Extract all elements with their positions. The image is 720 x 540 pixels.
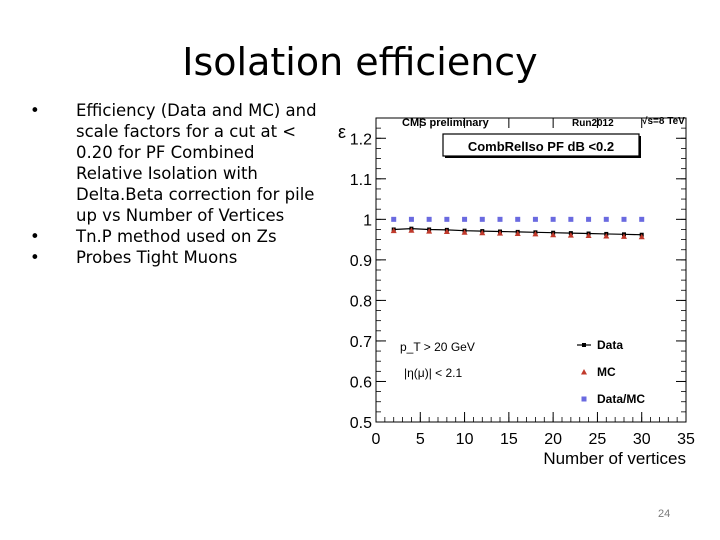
bullet-text: Tn.P method used on Zs xyxy=(76,227,277,246)
header-energy: √s=8 TeV xyxy=(642,116,685,127)
bullet-text: Probes Tight Muons xyxy=(76,248,238,267)
mc-point xyxy=(426,228,433,234)
x-tick-label: 30 xyxy=(633,431,651,448)
ratio-point xyxy=(462,216,468,222)
ratio-point xyxy=(426,216,432,222)
mc-point xyxy=(603,232,610,239)
y-axis-label: ε xyxy=(338,122,346,142)
plot-frame xyxy=(375,117,687,423)
mc-point xyxy=(550,231,557,238)
y-tick-label: 1 xyxy=(363,212,372,229)
bullet-item: • Efficiency (Data and MC) and scale fac… xyxy=(30,100,320,226)
ratio-point xyxy=(444,216,450,222)
x-tick-label: 35 xyxy=(677,431,695,448)
mc-point xyxy=(390,227,397,234)
mc-point xyxy=(514,230,521,237)
bullet-dot-icon: • xyxy=(30,101,40,120)
ratio-point xyxy=(497,216,503,222)
mc-point xyxy=(408,227,415,233)
ratio-point xyxy=(550,216,556,222)
legend-ratio-label: Data/MC xyxy=(597,392,645,406)
y-tick-label: 1.2 xyxy=(350,131,372,148)
x-axis-label: Number of vertices xyxy=(543,449,686,468)
mc-point xyxy=(479,229,486,236)
legend-mc-label: MC xyxy=(597,365,616,379)
mc-point xyxy=(585,232,592,239)
y-tick-label: 0.7 xyxy=(350,334,372,351)
mc-point xyxy=(443,228,450,234)
x-tick-label: 10 xyxy=(456,431,474,448)
annotation-pt: p_T > 20 GeV xyxy=(400,340,475,354)
ratio-point xyxy=(479,216,485,222)
mc-point xyxy=(497,230,503,236)
ratio-point xyxy=(639,216,645,222)
y-tick-label: 0.5 xyxy=(350,415,372,432)
mc-point xyxy=(532,230,539,237)
legend-data-marker xyxy=(582,343,586,347)
y-tick-label: 1.1 xyxy=(350,172,372,189)
ratio-point xyxy=(408,216,414,222)
bullet-dot-icon: • xyxy=(30,248,40,267)
legend-data-label: Data xyxy=(597,338,623,352)
x-tick-label: 5 xyxy=(416,431,425,448)
mc-point xyxy=(638,233,645,240)
mc-point xyxy=(461,229,468,235)
ratio-point xyxy=(621,216,627,222)
mc-point xyxy=(567,232,574,238)
ratio-point xyxy=(586,216,592,222)
bullet-dot-icon: • xyxy=(30,227,40,246)
header-cms: CMS preliminary xyxy=(402,117,490,129)
chart-title: CombRelIso PF dB <0.2 xyxy=(468,139,614,154)
y-tick-label: 0.9 xyxy=(350,253,372,270)
bullet-item: • Probes Tight Muons xyxy=(30,247,320,268)
bullet-list: • Efficiency (Data and MC) and scale fac… xyxy=(30,100,320,268)
ratio-point xyxy=(515,216,521,222)
bullet-text: Efficiency (Data and MC) and scale facto… xyxy=(76,101,317,225)
x-tick-label: 20 xyxy=(544,431,562,448)
x-tick-label: 25 xyxy=(589,431,607,448)
y-tick-label: 0.8 xyxy=(350,293,372,310)
ratio-point xyxy=(603,216,609,222)
mc-point xyxy=(621,233,627,239)
slide-title: Isolation efficiency xyxy=(182,40,538,84)
annotation-eta: |η(μ)| < 2.1 xyxy=(404,366,462,380)
x-tick-label: 0 xyxy=(372,431,381,448)
header-run: Run2012 xyxy=(572,118,614,129)
ratio-point xyxy=(532,216,538,222)
x-tick-label: 15 xyxy=(500,431,518,448)
y-tick-label: 0.6 xyxy=(350,374,372,391)
legend-ratio-marker xyxy=(581,396,587,402)
ratio-point xyxy=(391,216,397,222)
legend-mc-marker xyxy=(581,369,587,375)
page-number: 24 xyxy=(658,508,671,520)
ratio-point xyxy=(568,216,574,222)
bullet-item: • Tn.P method used on Zs xyxy=(30,226,320,247)
